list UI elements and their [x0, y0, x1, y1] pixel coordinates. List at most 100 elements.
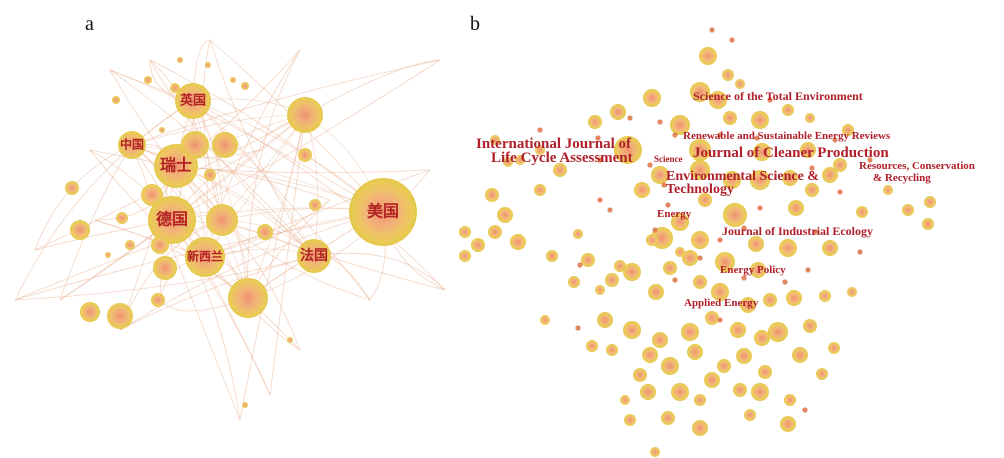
journal-node-82	[736, 348, 752, 364]
journal-node-1	[722, 69, 734, 81]
journal-node-75	[768, 322, 788, 342]
country-node-33	[287, 337, 293, 343]
country-node-15	[80, 302, 100, 322]
edge-a-62	[221, 219, 446, 291]
journal-small-node-24	[805, 267, 811, 273]
panel-a-labels: 美国 德国 瑞士 英国 中国 新西兰 法国	[120, 93, 399, 265]
journal-small-node-34	[607, 207, 613, 213]
country-node-24	[151, 236, 169, 254]
journal-small-node-12	[754, 135, 760, 141]
journal-small-node-25	[672, 277, 678, 283]
country-label-uk: 英国	[179, 93, 206, 109]
edge-a-28	[131, 59, 441, 146]
journal-node-102	[568, 276, 580, 288]
journal-small-node-1	[729, 37, 735, 43]
edge-a-24	[14, 100, 194, 301]
journal-node-5	[643, 89, 661, 107]
journal-node-47	[488, 225, 502, 239]
edge-a-57	[94, 219, 249, 299]
edge-a-109	[247, 114, 306, 299]
country-label-germany: 德国	[156, 210, 188, 229]
journal-node-49	[459, 226, 471, 238]
journal-node-32	[715, 252, 735, 272]
journal-node-100	[620, 395, 630, 405]
country-node-14	[107, 303, 133, 329]
journal-node-106	[535, 145, 545, 155]
journal-small-node-26	[717, 317, 723, 323]
country-node-31	[205, 62, 211, 68]
journal-node-80	[687, 344, 703, 360]
journal-node-52	[546, 250, 558, 262]
journal-node-108	[490, 135, 500, 145]
journal-node-111	[675, 247, 685, 257]
country-label-france: 法国	[300, 247, 328, 264]
journal-label-rser: Renewable and Sustainable Energy Reviews	[683, 130, 891, 142]
country-node-18	[116, 212, 128, 224]
country-node-27	[170, 83, 180, 93]
journal-node-72	[705, 311, 719, 325]
journal-node-99	[650, 447, 660, 457]
journal-small-node-10	[597, 157, 603, 163]
journal-node-7	[588, 115, 602, 129]
journal-node-101	[595, 285, 605, 295]
journal-node-13	[842, 124, 854, 136]
journal-node-86	[633, 368, 647, 382]
panel-b-label: b	[470, 13, 480, 35]
journal-label-rcr-line2: & Recycling	[873, 172, 931, 184]
country-node-35	[105, 252, 111, 258]
country-label-usa: 美国	[367, 202, 399, 221]
journal-node-76	[803, 319, 817, 333]
country-node-30	[230, 77, 236, 83]
country-node-12	[141, 184, 163, 206]
journal-node-43	[553, 163, 567, 177]
journal-node-50	[471, 238, 485, 252]
edge-a-29	[131, 144, 241, 421]
edge-a-0	[109, 69, 384, 213]
edge-a-42	[313, 252, 446, 291]
panel-a-country-network: a 美国 德国 瑞士 英国 中国 新西兰 法国	[14, 13, 446, 421]
journal-label-science: Science	[654, 154, 683, 164]
journal-node-56	[605, 273, 619, 287]
journal-node-78	[642, 347, 658, 363]
journal-node-79	[661, 357, 679, 375]
journal-node-97	[744, 409, 756, 421]
country-node-5	[185, 237, 225, 277]
edge-a-43	[119, 255, 315, 331]
country-node-10	[181, 131, 209, 159]
journal-node-66	[819, 290, 831, 302]
journal-node-103	[540, 315, 550, 325]
journal-node-36	[856, 206, 868, 218]
journal-small-node-23	[697, 255, 703, 261]
edge-a-65	[221, 219, 371, 301]
journal-small-node-29	[597, 197, 603, 203]
journal-node-77	[828, 342, 840, 354]
journal-small-node-9	[661, 182, 667, 188]
journal-small-node-14	[867, 157, 873, 163]
journal-node-73	[730, 322, 746, 338]
journal-label-jie: Journal of Industrial Ecology	[722, 224, 873, 238]
country-node-9	[206, 204, 238, 236]
journal-node-24	[822, 167, 838, 183]
journal-node-10	[751, 111, 769, 129]
journal-small-node-11	[717, 132, 723, 138]
journal-node-23	[805, 183, 819, 197]
journal-node-105	[586, 340, 598, 352]
journal-node-95	[661, 411, 675, 425]
journal-node-104	[606, 344, 618, 356]
journal-node-38	[902, 204, 914, 216]
journal-node-109	[503, 157, 513, 167]
journal-label-energy-policy: Energy Policy	[720, 264, 786, 276]
country-node-29	[112, 96, 120, 104]
country-node-25	[125, 240, 135, 250]
edge-a-41	[209, 39, 315, 257]
country-node-26	[241, 82, 249, 90]
journal-node-31	[691, 231, 709, 249]
journal-node-81	[717, 359, 731, 373]
journal-small-node-13	[832, 137, 838, 143]
journal-node-62	[711, 283, 729, 301]
journal-node-110	[646, 234, 658, 246]
journal-node-71	[681, 323, 699, 341]
journal-label-ijlca-line1: International Journal of	[476, 136, 632, 152]
country-node-34	[242, 402, 248, 408]
country-node-0	[349, 178, 417, 246]
